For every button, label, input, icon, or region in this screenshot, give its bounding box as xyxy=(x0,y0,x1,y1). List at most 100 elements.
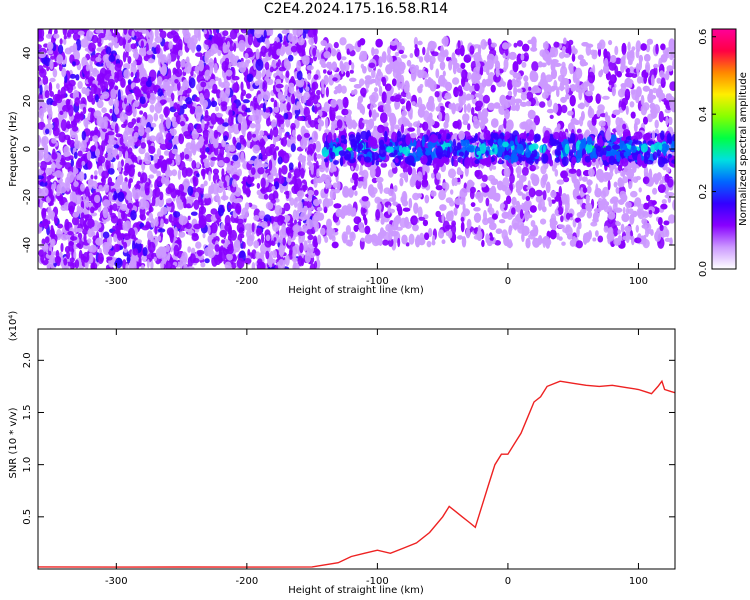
heatmap-cell xyxy=(298,153,303,162)
heatmap-cell xyxy=(150,76,155,82)
heatmap-cell xyxy=(540,218,547,225)
heatmap-cell xyxy=(44,90,50,99)
heatmap-cell xyxy=(94,175,98,180)
heatmap-cell xyxy=(210,100,218,108)
heatmap-cell xyxy=(193,181,197,188)
heatmap-cell xyxy=(278,167,282,178)
heatmap-cell xyxy=(171,116,176,124)
heatmap-cell xyxy=(257,158,263,168)
heatmap-cell xyxy=(290,45,298,53)
heatmap-cell xyxy=(215,113,224,118)
heatmap-cell xyxy=(159,246,167,252)
heatmap-cell xyxy=(72,61,76,66)
heatmap-cell xyxy=(50,239,55,248)
heatmap-cell xyxy=(185,97,193,105)
heatmap-cell xyxy=(141,226,150,231)
heatmap-cell xyxy=(466,72,472,80)
heatmap-cell xyxy=(231,102,237,111)
heatmap-cell xyxy=(98,184,103,191)
heatmap-cell xyxy=(208,242,213,249)
heatmap-cell xyxy=(302,30,307,39)
heatmap-cell xyxy=(132,156,139,163)
heatmap-cell xyxy=(239,135,245,140)
heatmap-cell xyxy=(290,122,296,130)
heatmap-cell xyxy=(76,243,82,248)
heatmap-cell xyxy=(266,116,271,127)
heatmap-cell xyxy=(249,123,256,129)
heatmap-cell xyxy=(83,173,87,180)
heatmap-cell xyxy=(53,33,60,39)
heatmap-cell xyxy=(503,117,507,129)
heatmap-cell xyxy=(173,226,178,238)
heatmap-cell xyxy=(394,51,400,57)
heatmap-cell xyxy=(287,235,292,246)
heatmap-cell xyxy=(542,190,547,201)
heatmap-cell xyxy=(179,255,187,266)
heatmap-cell xyxy=(191,160,197,169)
heatmap-cell xyxy=(279,101,284,113)
heatmap-cell xyxy=(173,211,181,218)
heatmap-cell xyxy=(261,233,265,244)
heatmap-cell xyxy=(669,81,675,91)
heatmap-cell xyxy=(127,202,134,210)
heatmap-cell xyxy=(157,235,162,242)
heatmap-cell xyxy=(38,44,42,50)
heatmap-cell xyxy=(107,176,113,186)
heatmap-cell xyxy=(233,240,241,253)
heatmap-cell xyxy=(175,60,181,69)
heatmap-cell xyxy=(210,43,219,55)
heatmap-cell xyxy=(281,223,286,236)
heatmap-cell xyxy=(295,209,300,221)
heatmap-cell xyxy=(178,184,185,193)
heatmap-cell xyxy=(170,30,177,35)
heatmap-cell xyxy=(247,33,254,46)
heatmap-cell xyxy=(371,69,376,79)
heatmap-cell xyxy=(186,203,191,209)
heatmap-cell xyxy=(196,173,200,178)
heatmap-cell xyxy=(85,64,90,72)
heatmap-cell xyxy=(292,262,300,269)
heatmap-cell xyxy=(191,129,199,140)
heatmap-cell xyxy=(164,218,169,225)
heatmap-cell xyxy=(154,187,161,198)
heatmap-cell xyxy=(213,62,218,74)
heatmap-cell xyxy=(165,117,171,129)
heatmap-cell xyxy=(185,222,192,230)
heatmap-cell xyxy=(146,259,150,269)
heatmap-cell xyxy=(210,208,218,215)
heatmap-cell xyxy=(652,187,658,195)
heatmap-cell xyxy=(254,80,260,86)
heatmap-cell xyxy=(349,69,354,74)
heatmap-cell xyxy=(139,110,144,115)
heatmap-cell xyxy=(181,126,186,132)
heatmap-cell xyxy=(64,218,70,231)
heatmap-cell xyxy=(183,187,188,193)
heatmap-cell xyxy=(132,135,138,143)
heatmap-cell xyxy=(165,198,173,204)
heatmap-cell xyxy=(219,229,228,238)
heatmap-cell xyxy=(144,154,152,165)
heatmap-cell xyxy=(292,224,300,233)
heatmap-cell xyxy=(273,106,280,113)
heatmap-cell xyxy=(69,236,78,241)
heatmap-cell xyxy=(296,60,301,72)
heatmap-cell xyxy=(133,100,140,108)
heatmap-cell xyxy=(77,30,85,36)
heatmap-cell xyxy=(122,51,127,63)
heatmap-cell xyxy=(70,158,75,167)
heatmap-cell xyxy=(192,257,200,264)
heatmap-cell xyxy=(549,114,554,119)
heatmap-cell xyxy=(39,29,45,39)
heatmap-cell xyxy=(201,119,205,130)
heatmap-cell xyxy=(223,135,228,142)
heatmap-cell xyxy=(269,128,273,141)
heatmap-cell xyxy=(232,154,239,162)
heatmap-cell xyxy=(232,161,241,169)
heatmap-cell xyxy=(181,166,188,178)
heatmap-cell xyxy=(124,220,132,232)
heatmap-cell xyxy=(294,196,302,202)
heatmap-cell xyxy=(68,45,77,53)
heatmap-cell xyxy=(251,222,255,233)
heatmap-cell xyxy=(210,181,214,194)
heatmap-cell xyxy=(312,47,317,57)
